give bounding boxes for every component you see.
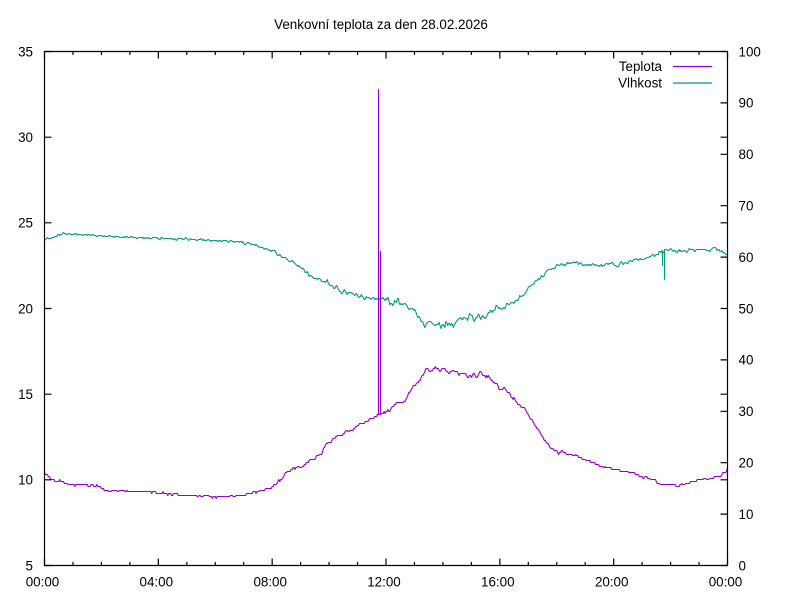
svg-text:5: 5 [26,558,33,573]
svg-text:15: 15 [18,387,33,402]
svg-text:40: 40 [739,353,754,368]
svg-text:35: 35 [18,44,33,59]
svg-text:Teplota: Teplota [619,59,663,74]
svg-text:20: 20 [18,301,33,316]
svg-text:20: 20 [739,456,754,471]
svg-text:30: 30 [18,130,33,145]
svg-text:25: 25 [18,216,33,231]
svg-text:90: 90 [739,96,754,111]
svg-text:30: 30 [739,404,754,419]
svg-text:16:00: 16:00 [481,575,515,590]
svg-text:10: 10 [739,507,754,522]
svg-text:Venkovní teplota za den 28.02.: Venkovní teplota za den 28.02.2026 [274,17,488,32]
svg-text:12:00: 12:00 [367,575,401,590]
svg-text:00:00: 00:00 [709,575,743,590]
svg-text:50: 50 [739,301,754,316]
svg-text:80: 80 [739,147,754,162]
svg-text:04:00: 04:00 [140,575,174,590]
svg-text:20:00: 20:00 [595,575,629,590]
svg-text:08:00: 08:00 [253,575,287,590]
svg-text:Vlhkost: Vlhkost [618,76,662,91]
svg-text:60: 60 [739,250,754,265]
svg-text:70: 70 [739,199,754,214]
svg-text:00:00: 00:00 [26,575,60,590]
svg-text:0: 0 [739,558,746,573]
svg-text:10: 10 [18,473,33,488]
svg-text:100: 100 [739,44,761,59]
